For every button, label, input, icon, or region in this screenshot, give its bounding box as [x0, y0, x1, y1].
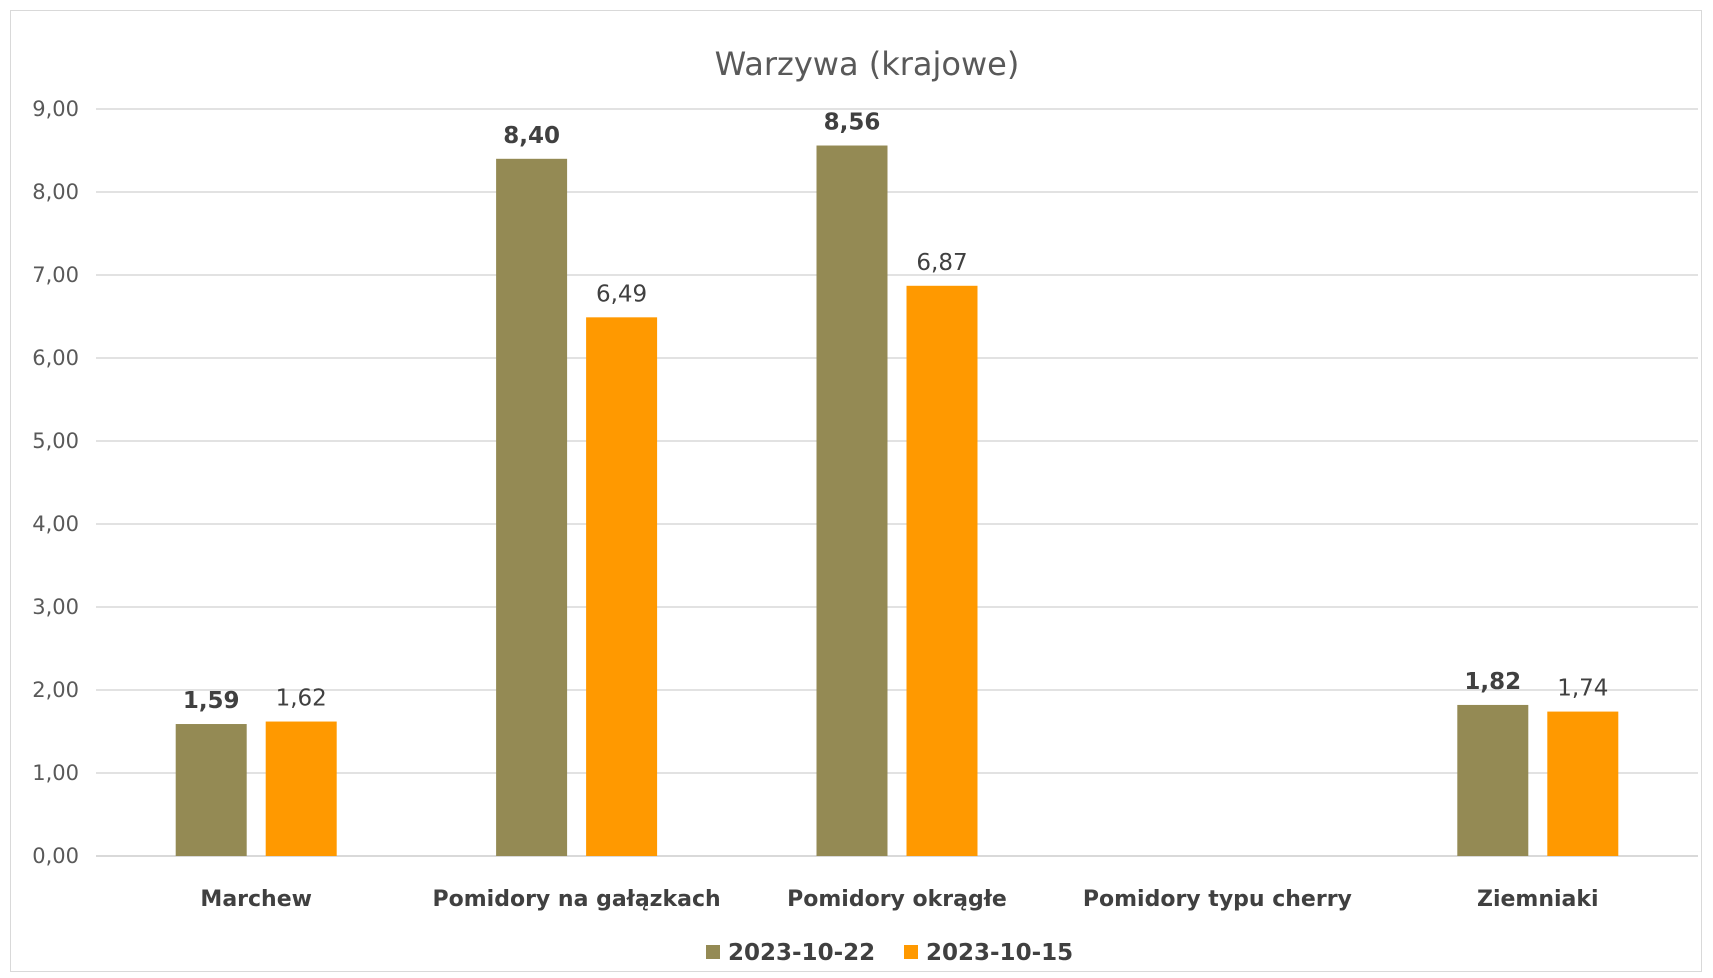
bar: [906, 285, 978, 856]
bar: [265, 721, 337, 856]
x-category-label: Pomidory okrągłe: [787, 887, 1007, 912]
x-category-label: Pomidory typu cherry: [1083, 887, 1352, 912]
y-tick-label: 9,00: [32, 97, 79, 121]
y-tick-label: 0,00: [32, 844, 79, 868]
y-tick-label: 7,00: [32, 263, 79, 287]
data-label: 1,74: [1557, 676, 1608, 702]
legend-label: 2023-10-22: [728, 940, 875, 966]
legend-swatch: [904, 945, 918, 959]
x-category-label: Pomidory na gałązkach: [433, 887, 721, 912]
chart-title: Warzywa (krajowe): [715, 45, 1020, 83]
y-tick-label: 3,00: [32, 595, 79, 619]
y-tick-label: 6,00: [32, 346, 79, 370]
bar: [1457, 704, 1529, 856]
chart-frame: Warzywa (krajowe) 0,00 1,00 2,00 3,00 4,00 5,…: [10, 10, 1702, 972]
bars: [175, 145, 1619, 857]
bar-chart: Warzywa (krajowe) 0,00 1,00 2,00 3,00 4,00 5,…: [32, 45, 1698, 966]
gridlines: [96, 108, 1698, 857]
data-label: 1,82: [1464, 669, 1521, 695]
y-tick-label: 1,00: [32, 761, 79, 785]
data-label: 6,87: [916, 250, 967, 276]
legend: 2023-10-22 2023-10-15: [706, 940, 1073, 966]
legend-swatch: [706, 945, 720, 959]
legend-label: 2023-10-15: [926, 940, 1073, 966]
x-axis-category-labels: Marchew Pomidory na gałązkach Pomidory okr…: [200, 887, 1598, 912]
x-category-label: Marchew: [200, 887, 312, 912]
bar: [1547, 711, 1619, 856]
bar: [175, 724, 247, 856]
data-label: 6,49: [596, 281, 647, 307]
bar: [586, 317, 658, 857]
data-label: 1,59: [183, 688, 240, 714]
x-category-label: Ziemniaki: [1477, 887, 1599, 912]
y-tick-label: 4,00: [32, 512, 79, 536]
y-tick-label: 5,00: [32, 429, 79, 453]
data-label: 1,62: [276, 686, 327, 712]
data-label: 8,56: [824, 110, 881, 136]
data-label: 8,40: [503, 123, 560, 149]
bar: [496, 158, 568, 857]
y-tick-label: 8,00: [32, 180, 79, 204]
data-labels: 1,59 1,62 8,40 6,49 8,56 6,87 1,82 1,74: [183, 110, 1609, 715]
y-tick-label: 2,00: [32, 678, 79, 702]
bar: [816, 145, 888, 856]
y-axis-tick-labels: 0,00 1,00 2,00 3,00 4,00 5,00 6,00 7,00 8,00 9,00: [32, 97, 79, 868]
